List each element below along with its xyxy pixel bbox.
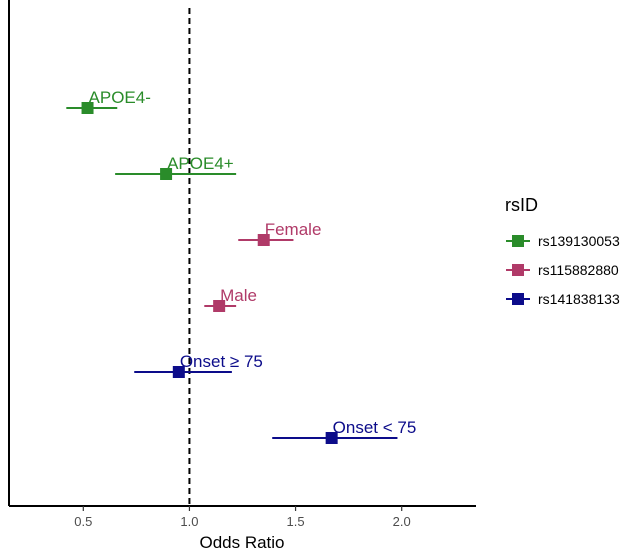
x-tick-label: 1.0: [180, 514, 198, 529]
x-axis-label: Odds Ratio: [199, 533, 284, 552]
x-tick-label: 0.5: [74, 514, 92, 529]
point-label: APOE4+: [167, 154, 234, 173]
legend-swatch: [512, 235, 524, 247]
point-estimate: [213, 300, 226, 312]
legend-entry: rs115882880: [506, 262, 619, 278]
legend: rsID rs139130053 rs115882880 rs141838133: [505, 195, 620, 307]
forest-point: Onset < 75: [272, 418, 416, 444]
forest-point: Female: [238, 220, 321, 246]
legend-swatch: [512, 264, 524, 276]
point-label: Onset ≥ 75: [180, 352, 263, 371]
point-label: Female: [265, 220, 322, 239]
point-estimate: [257, 234, 270, 246]
legend-swatch: [512, 293, 524, 305]
plot-area: APOE4- APOE4+ Female Male Onset ≥ 75 Onset < …: [66, 8, 416, 506]
point-estimate: [172, 366, 185, 378]
forest-point: Onset ≥ 75: [134, 352, 263, 378]
legend-entry: rs141838133: [506, 291, 620, 307]
point-label: APOE4-: [89, 88, 151, 107]
x-axis: 0.5 1.0 1.5 2.0: [8, 0, 476, 529]
legend-entry: rs139130053: [506, 233, 620, 249]
point-estimate: [160, 168, 173, 180]
legend-label: rs139130053: [538, 233, 620, 249]
point-label: Male: [220, 286, 257, 305]
forest-point: APOE4-: [66, 88, 151, 114]
point-estimate: [325, 432, 338, 444]
legend-title: rsID: [505, 195, 538, 215]
legend-label: rs115882880: [538, 262, 619, 278]
point-label: Onset < 75: [333, 418, 417, 437]
point-estimate: [81, 102, 94, 114]
legend-label: rs141838133: [538, 291, 620, 307]
forest-point: APOE4+: [115, 154, 237, 180]
forest-point: Male: [204, 286, 257, 312]
x-tick-label: 1.5: [287, 514, 305, 529]
x-tick-label: 2.0: [393, 514, 411, 529]
